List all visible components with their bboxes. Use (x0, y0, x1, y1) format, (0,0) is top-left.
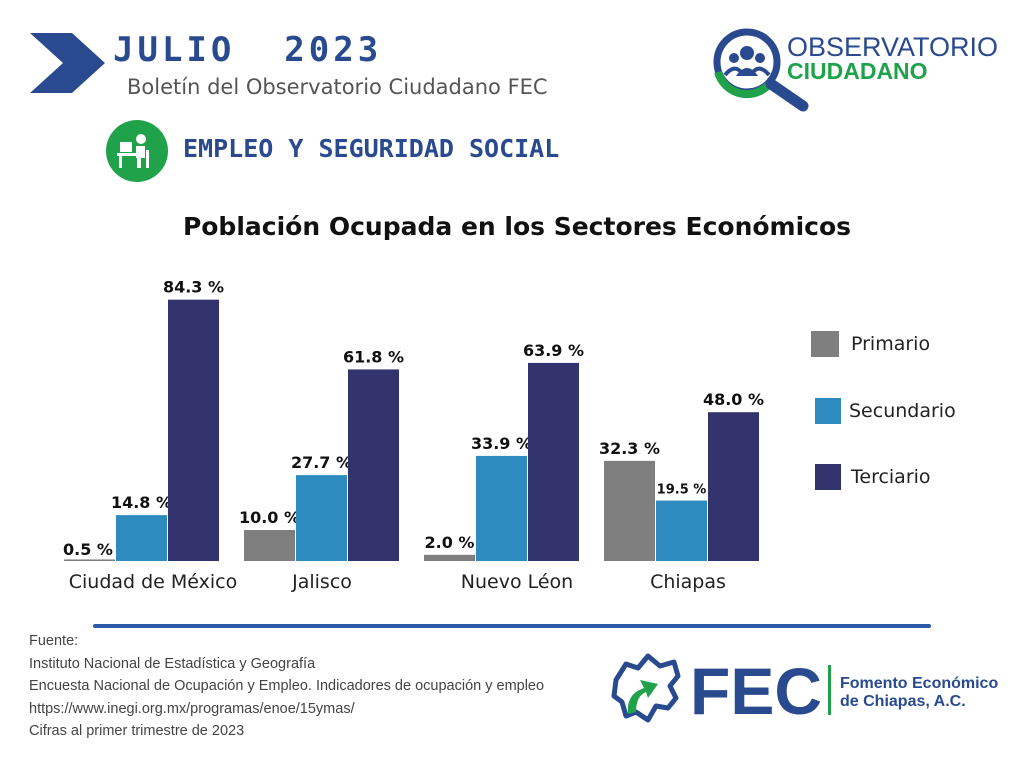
bar-primario-0 (64, 559, 115, 561)
legend-label-secundario: Secundario (849, 400, 956, 422)
legend-item-secundario: Secundario (815, 398, 956, 424)
magnifier-people-icon (713, 28, 809, 112)
legend-swatch-secundario (815, 398, 841, 424)
data-label-secundario-1: 27.7 % (291, 453, 352, 472)
chiapas-map-icon (611, 653, 681, 723)
bar-secundario-2 (476, 455, 527, 561)
desk-worker-icon (106, 120, 168, 182)
data-label-secundario-3: 19.5 % (657, 483, 707, 498)
data-label-terciario-0: 84.3 % (163, 278, 224, 297)
bar-terciario-0 (168, 299, 219, 561)
data-label-secundario-2: 33.9 % (471, 434, 532, 453)
source-link[interactable]: https://www.inegi.org.mx/programas/enoe/… (29, 700, 355, 717)
bulletin-subtitle: Boletín del Observatorio Ciudadano FEC (127, 75, 548, 99)
category-label-1: Jalisco (291, 571, 352, 593)
legend-label-terciario: Terciario (851, 466, 931, 488)
observatorio-ciudadano-logo: OBSERVATORIO CIUDADANO (713, 28, 998, 112)
header-chevron-icon (30, 33, 105, 93)
bar-secundario-0 (116, 515, 167, 561)
category-label-0: Ciudad de México (69, 571, 238, 593)
bar-primario-2 (424, 554, 475, 561)
legend-swatch-primario (811, 331, 839, 357)
bar-terciario-3 (708, 412, 759, 561)
logo-word-observatorio: OBSERVATORIO (787, 32, 998, 62)
source-notes: Fuente: Instituto Nacional de Estadístic… (29, 630, 544, 743)
fec-logo: FEC Fomento Económico de Chiapas, A.C. (611, 653, 998, 728)
legend-label-primario: Primario (851, 333, 931, 355)
logo-word-ciudadano: CIUDADANO (787, 58, 928, 84)
data-label-primario-0: 0.5 % (63, 540, 113, 559)
bar-primario-1 (244, 530, 295, 561)
chart-title: Población Ocupada en los Sectores Económ… (182, 212, 852, 241)
bar-terciario-1 (348, 369, 399, 561)
divider (93, 624, 931, 628)
source-line: Instituto Nacional de Estadística y Geog… (29, 655, 316, 672)
data-label-terciario-2: 63.9 % (523, 341, 584, 360)
data-label-terciario-3: 48.0 % (703, 390, 764, 409)
source-line: Encuesta Nacional de Ocupación y Empleo.… (29, 678, 545, 694)
bar-primario-3 (604, 460, 655, 561)
section-title: EMPLEO Y SEGURIDAD SOCIAL (183, 134, 560, 163)
category-label-3: Chiapas (650, 571, 726, 593)
legend-item-primario: Primario (811, 331, 930, 357)
fec-name-line1: Fomento Económico (840, 675, 998, 692)
bar-secundario-1 (296, 475, 347, 561)
data-label-primario-2: 2.0 % (425, 533, 475, 552)
bulletin-date-title: JULIO 2023 (113, 30, 383, 70)
bar-secundario-3 (656, 500, 707, 561)
bar-chart: 0.5 % 14.8 % 84.3 % Ciudad de México 10.0 % 2… (63, 278, 764, 593)
data-label-secundario-0: 14.8 % (111, 493, 172, 512)
fec-name-line2: de Chiapas, A.C. (840, 693, 966, 710)
source-line: Fuente: (29, 633, 79, 649)
bar-terciario-2 (528, 362, 579, 561)
data-label-primario-3: 32.3 % (599, 439, 660, 458)
source-line: Cifras al primer trimestre de 2023 (29, 723, 245, 739)
data-label-terciario-1: 61.8 % (343, 347, 404, 366)
fec-acronym: FEC (690, 654, 822, 728)
legend-swatch-terciario (815, 464, 841, 490)
legend-item-terciario: Terciario (815, 464, 931, 490)
category-label-2: Nuevo Léon (461, 571, 573, 593)
data-label-primario-1: 10.0 % (239, 508, 300, 527)
